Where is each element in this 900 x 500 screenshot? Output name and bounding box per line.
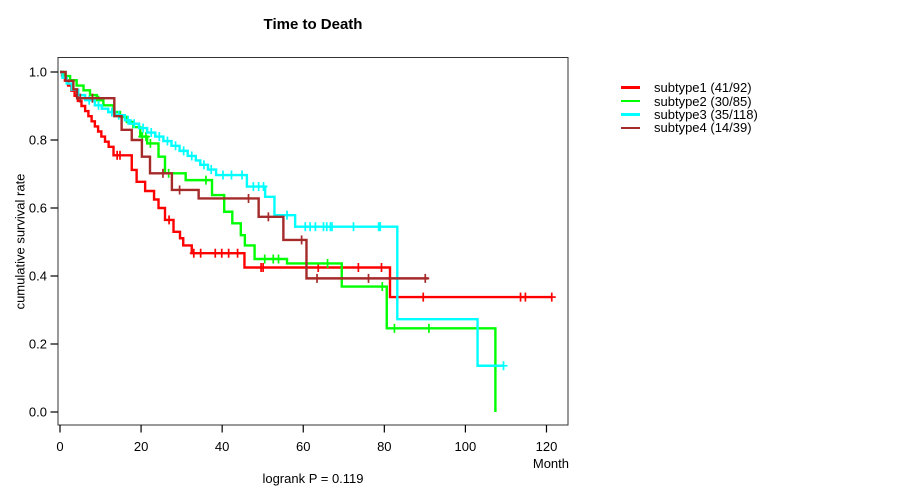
y-tick-label: 0.8 <box>29 133 47 148</box>
x-tick-label: 0 <box>56 439 63 454</box>
x-tick-label: 40 <box>215 439 229 454</box>
plot-box <box>57 57 569 426</box>
x-tick-label: 20 <box>134 439 148 454</box>
legend: subtype1 (41/92) subtype2 (30/85) subtyp… <box>621 80 758 136</box>
legend-line-swatch <box>621 113 640 116</box>
y-tick-label: 0.2 <box>29 337 47 352</box>
legend-label: subtype4 (14/39) <box>654 120 752 136</box>
y-tick-label: 0.0 <box>29 405 47 420</box>
x-tick-label: 60 <box>296 439 310 454</box>
legend-line-swatch <box>621 86 640 89</box>
legend-label: subtype2 (30/85) <box>654 93 752 109</box>
x-axis-title: Month <box>532 456 569 471</box>
y-tick-label: 1.0 <box>29 65 47 80</box>
legend-item: subtype4 (14/39) <box>621 120 758 136</box>
legend-label: subtype3 (35/118) <box>654 106 758 122</box>
legend-item: subtype3 (35/118) <box>621 106 758 122</box>
x-tick-label: 100 <box>455 439 477 454</box>
legend-line-swatch <box>621 99 640 103</box>
x-tick-label: 80 <box>377 439 391 454</box>
y-tick-label: 0.4 <box>29 269 47 284</box>
y-tick-label: 0.6 <box>29 201 47 216</box>
curve-subtype1 <box>60 70 552 299</box>
curve-subtype2 <box>60 70 497 412</box>
legend-label: subtype1 (41/92) <box>654 80 752 96</box>
x-tick-label: 120 <box>536 439 558 454</box>
legend-line-swatch <box>621 126 640 130</box>
legend-item: subtype2 (30/85) <box>621 93 758 109</box>
legend-item: subtype1 (41/92) <box>621 80 758 96</box>
chart-title: Time to Death <box>263 16 363 33</box>
logrank-annotation: logrank P = 0.119 <box>262 471 364 486</box>
